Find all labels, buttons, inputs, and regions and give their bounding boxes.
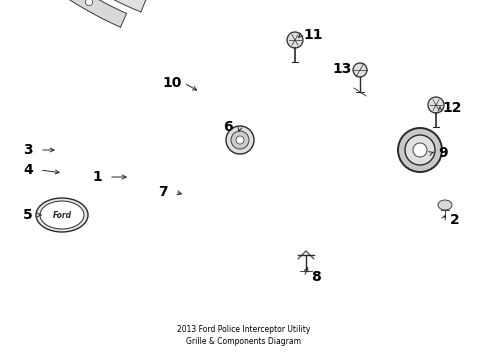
Circle shape [85,0,92,6]
Text: 10: 10 [162,76,182,90]
Polygon shape [297,251,313,259]
Text: 4: 4 [23,163,33,177]
Ellipse shape [36,198,88,232]
Text: 11: 11 [303,28,322,42]
Circle shape [427,97,443,113]
Ellipse shape [40,201,84,229]
Text: 12: 12 [441,101,461,115]
Text: 6: 6 [223,120,232,134]
Text: 1: 1 [92,170,102,184]
Circle shape [225,126,253,154]
Circle shape [236,136,244,144]
Text: 13: 13 [332,62,351,76]
Text: Ford: Ford [52,211,71,220]
Polygon shape [0,0,126,27]
Text: 7: 7 [158,185,167,199]
Circle shape [404,135,434,165]
Circle shape [352,63,366,77]
Ellipse shape [437,200,451,210]
Text: 8: 8 [310,270,320,284]
Text: 2: 2 [449,213,459,227]
Text: 9: 9 [437,146,447,160]
Circle shape [412,143,426,157]
Circle shape [397,128,441,172]
Text: 5: 5 [23,208,33,222]
Text: 2013 Ford Police Interceptor Utility
Grille & Components Diagram: 2013 Ford Police Interceptor Utility Gri… [177,324,310,346]
Circle shape [286,32,303,48]
Text: 3: 3 [23,143,33,157]
Circle shape [230,131,248,149]
Polygon shape [0,0,145,12]
